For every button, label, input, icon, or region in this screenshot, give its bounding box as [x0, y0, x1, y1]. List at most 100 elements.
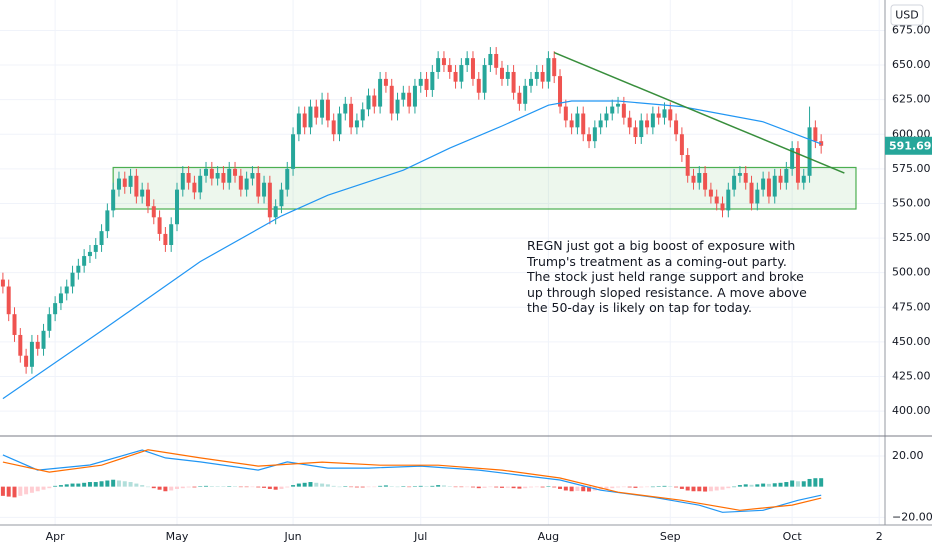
- macd-histogram-bar: [349, 486, 354, 488]
- macd-histogram-bar: [192, 486, 197, 488]
- macd-histogram-bar: [616, 486, 621, 488]
- candle-body: [656, 113, 661, 118]
- macd-histogram-bar: [366, 486, 371, 488]
- last-price-tag: [885, 136, 932, 155]
- macd-histogram-bar: [505, 486, 510, 488]
- candle-body: [459, 65, 464, 82]
- candle-body: [807, 127, 812, 176]
- macd-histogram-bar: [685, 486, 690, 491]
- macd-histogram-bar: [772, 483, 777, 487]
- macd-histogram-bar: [575, 486, 580, 491]
- macd-histogram-bar: [476, 486, 481, 489]
- macd-histogram-bar: [122, 481, 127, 487]
- macd-histogram-bar: [662, 485, 667, 487]
- candle-body: [122, 178, 127, 187]
- candle-body: [482, 65, 487, 93]
- macd-histogram-bar: [320, 483, 325, 487]
- candle-body: [157, 217, 162, 234]
- candle-body: [470, 58, 475, 79]
- candle-body: [372, 95, 377, 107]
- macd-histogram-bar: [221, 486, 226, 487]
- candle-body: [296, 113, 301, 135]
- macd-histogram-bar: [529, 486, 533, 488]
- macd-histogram-bar: [331, 485, 336, 487]
- macd-histogram-bar: [470, 486, 475, 488]
- candle-body: [331, 120, 336, 135]
- y-tick-label: 500.00: [892, 266, 931, 279]
- annotation: REGN just got a big boost of exposure wi…: [527, 238, 807, 315]
- macd-histogram-bar: [546, 486, 551, 487]
- macd-histogram-bar: [372, 486, 377, 488]
- candle-body: [441, 58, 446, 66]
- candle-body: [267, 182, 272, 218]
- macd-histogram-bar: [743, 484, 748, 487]
- candle-body: [47, 314, 52, 331]
- candle-body: [53, 303, 58, 315]
- currency-box[interactable]: [890, 4, 924, 26]
- macd-histogram-bar: [291, 485, 296, 487]
- candle-body: [151, 206, 156, 218]
- macd-histogram-bar: [308, 482, 313, 487]
- macd-histogram-bar: [209, 486, 214, 487]
- macd-histogram-bar: [378, 485, 383, 487]
- macd-histogram-bar: [93, 482, 98, 487]
- macd-histogram-bar: [621, 486, 626, 488]
- candle-body: [436, 58, 441, 72]
- candle-body: [291, 134, 296, 169]
- y-tick-label: 450.00: [892, 335, 931, 348]
- macd-histogram-bar: [134, 483, 139, 487]
- candle-body: [337, 113, 342, 135]
- macd-histogram-bar: [447, 486, 452, 487]
- candle-body: [465, 58, 470, 66]
- x-tick-label: May: [166, 530, 189, 543]
- candle-body: [227, 168, 232, 183]
- candle-body: [494, 53, 499, 68]
- macd-histogram-bar: [157, 486, 162, 490]
- candle-body: [679, 134, 684, 156]
- macd-histogram-bar: [250, 486, 255, 488]
- candle-body: [116, 178, 121, 190]
- macd-histogram-bar: [401, 486, 406, 487]
- macd-histogram-bar: [453, 486, 458, 488]
- candle-body: [128, 175, 133, 187]
- candle-body: [29, 341, 34, 367]
- y-tick-label: 475.00: [892, 300, 931, 313]
- macd-histogram-bar: [82, 482, 87, 487]
- macd-histogram-bar: [18, 486, 23, 496]
- macd-histogram-bar: [703, 486, 708, 492]
- macd-histogram-bar: [755, 484, 760, 487]
- candle-body: [308, 106, 313, 128]
- macd-histogram-bar: [801, 481, 806, 487]
- candle-body: [749, 182, 754, 204]
- candle-body: [169, 224, 174, 245]
- macd-histogram-bar: [99, 481, 104, 487]
- trendline: [553, 51, 845, 174]
- candle-body: [418, 78, 423, 86]
- candle-body: [111, 189, 116, 211]
- candle-body: [511, 71, 516, 93]
- macd-histogram-bar: [6, 486, 11, 497]
- candle-body: [604, 113, 609, 121]
- macd-histogram-bar: [499, 486, 504, 488]
- macd-histogram-bar: [395, 486, 400, 488]
- x-tick-label: Sep: [660, 530, 681, 543]
- macd-histogram-bar: [465, 486, 470, 488]
- macd-histogram-bar: [47, 486, 52, 489]
- candle-body: [755, 189, 760, 204]
- candle-body: [813, 127, 818, 142]
- macd-histogram-bar: [296, 483, 301, 487]
- candle-body: [587, 134, 592, 142]
- candle-body: [430, 71, 435, 90]
- candle-body: [354, 120, 359, 128]
- macd-histogram-bar: [482, 486, 487, 488]
- candle-body: [581, 113, 586, 135]
- candle-body: [592, 127, 597, 142]
- candle-body: [708, 189, 713, 197]
- candle-body: [175, 189, 179, 225]
- macd-histogram-bar: [105, 480, 110, 487]
- macd-histogram-bar: [726, 486, 731, 489]
- macd-histogram-bar: [540, 486, 545, 488]
- candle-body: [140, 189, 145, 197]
- candle-body: [378, 78, 383, 107]
